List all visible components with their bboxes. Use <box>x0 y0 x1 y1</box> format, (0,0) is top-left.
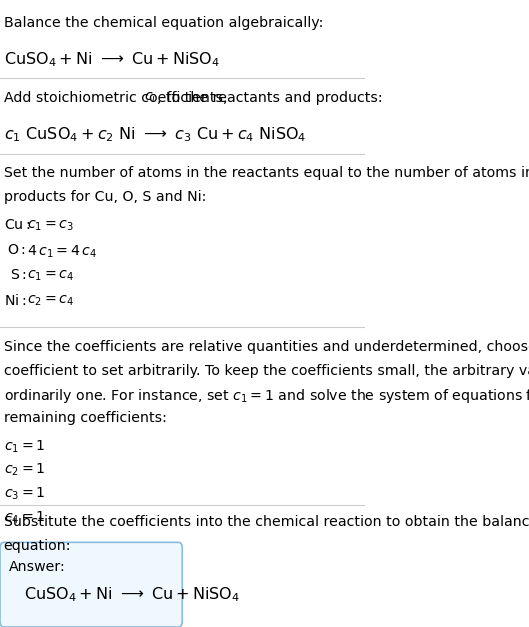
Text: coefficient to set arbitrarily. To keep the coefficients small, the arbitrary va: coefficient to set arbitrarily. To keep … <box>4 364 529 377</box>
Text: Add stoichiometric coefficients,: Add stoichiometric coefficients, <box>4 91 232 105</box>
Text: ordinarily one. For instance, set $c_1 = 1$ and solve the system of equations fo: ordinarily one. For instance, set $c_1 =… <box>4 387 529 406</box>
Text: Substitute the coefficients into the chemical reaction to obtain the balanced: Substitute the coefficients into the che… <box>4 515 529 529</box>
Text: $c_2 = c_4$: $c_2 = c_4$ <box>28 293 75 308</box>
Text: Answer:: Answer: <box>9 560 66 574</box>
Text: products for Cu, O, S and Ni:: products for Cu, O, S and Ni: <box>4 190 206 204</box>
Text: $c_1 = c_3$: $c_1 = c_3$ <box>28 218 75 233</box>
Text: remaining coefficients:: remaining coefficients: <box>4 411 167 425</box>
Text: Since the coefficients are relative quantities and underdetermined, choose a: Since the coefficients are relative quan… <box>4 340 529 354</box>
Text: , to the reactants and products:: , to the reactants and products: <box>157 91 382 105</box>
Text: equation:: equation: <box>4 539 71 553</box>
Text: $\mathrm{Cu:}$: $\mathrm{Cu:}$ <box>4 218 30 232</box>
FancyBboxPatch shape <box>0 542 183 627</box>
Text: Set the number of atoms in the reactants equal to the number of atoms in the: Set the number of atoms in the reactants… <box>4 166 529 180</box>
Text: $4\,c_1 = 4\,c_4$: $4\,c_1 = 4\,c_4$ <box>28 243 97 260</box>
Text: Balance the chemical equation algebraically:: Balance the chemical equation algebraica… <box>4 16 323 29</box>
Text: $c_3 = 1$: $c_3 = 1$ <box>4 486 45 502</box>
Text: $c_i$: $c_i$ <box>144 91 157 105</box>
Text: $c_1 = c_4$: $c_1 = c_4$ <box>28 268 75 283</box>
Text: $c_1 = 1$: $c_1 = 1$ <box>4 438 45 455</box>
Text: $\mathrm{Ni:}$: $\mathrm{Ni:}$ <box>4 293 26 308</box>
Text: $c_2 = 1$: $c_2 = 1$ <box>4 462 45 478</box>
Text: $c_1\ \mathrm{CuSO_4} + c_2\ \mathrm{Ni} \ {\longrightarrow} \ c_3\ \mathrm{Cu} : $c_1\ \mathrm{CuSO_4} + c_2\ \mathrm{Ni}… <box>4 125 306 144</box>
Text: $\mathrm{CuSO_4 + Ni \ {\longrightarrow} \ Cu + NiSO_4}$: $\mathrm{CuSO_4 + Ni \ {\longrightarrow}… <box>4 50 220 69</box>
Text: $c_4 = 1$: $c_4 = 1$ <box>4 510 45 526</box>
Text: $\mathrm{CuSO_4 + Ni \ {\longrightarrow} \ Cu + NiSO_4}$: $\mathrm{CuSO_4 + Ni \ {\longrightarrow}… <box>24 585 240 604</box>
Text: $\mathrm{S:}$: $\mathrm{S:}$ <box>10 268 26 282</box>
Text: $\mathrm{O:}$: $\mathrm{O:}$ <box>7 243 26 257</box>
